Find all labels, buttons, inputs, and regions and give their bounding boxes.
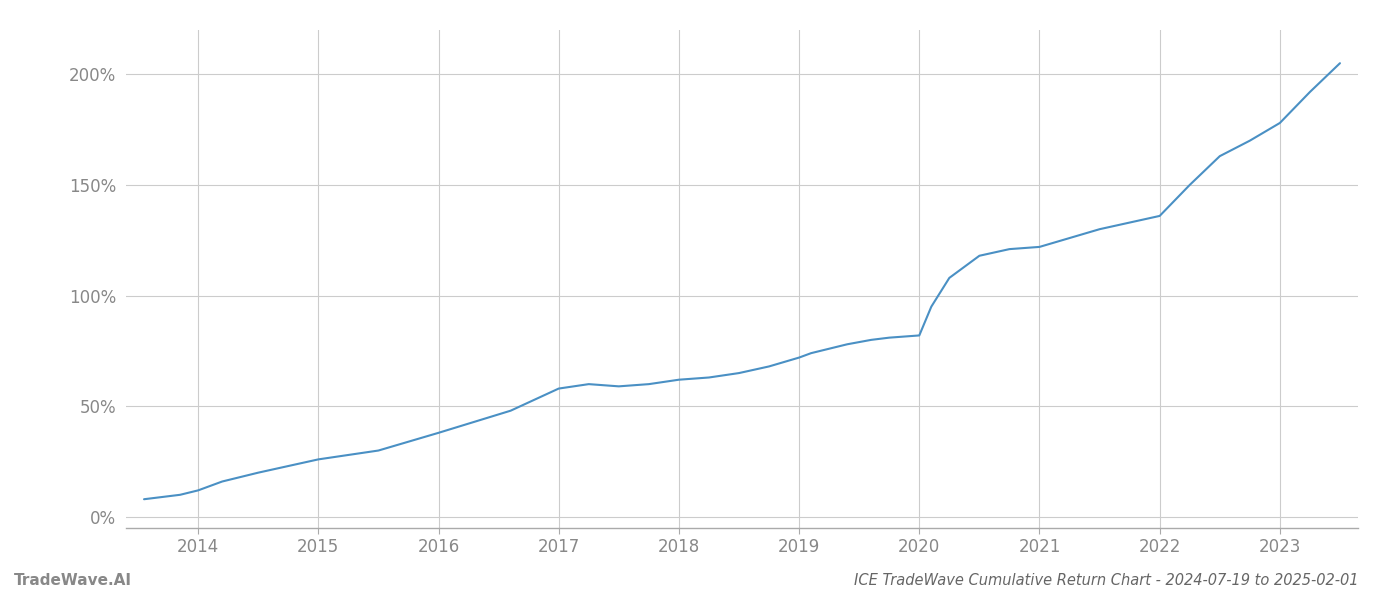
Text: ICE TradeWave Cumulative Return Chart - 2024-07-19 to 2025-02-01: ICE TradeWave Cumulative Return Chart - … — [854, 573, 1358, 588]
Text: TradeWave.AI: TradeWave.AI — [14, 573, 132, 588]
